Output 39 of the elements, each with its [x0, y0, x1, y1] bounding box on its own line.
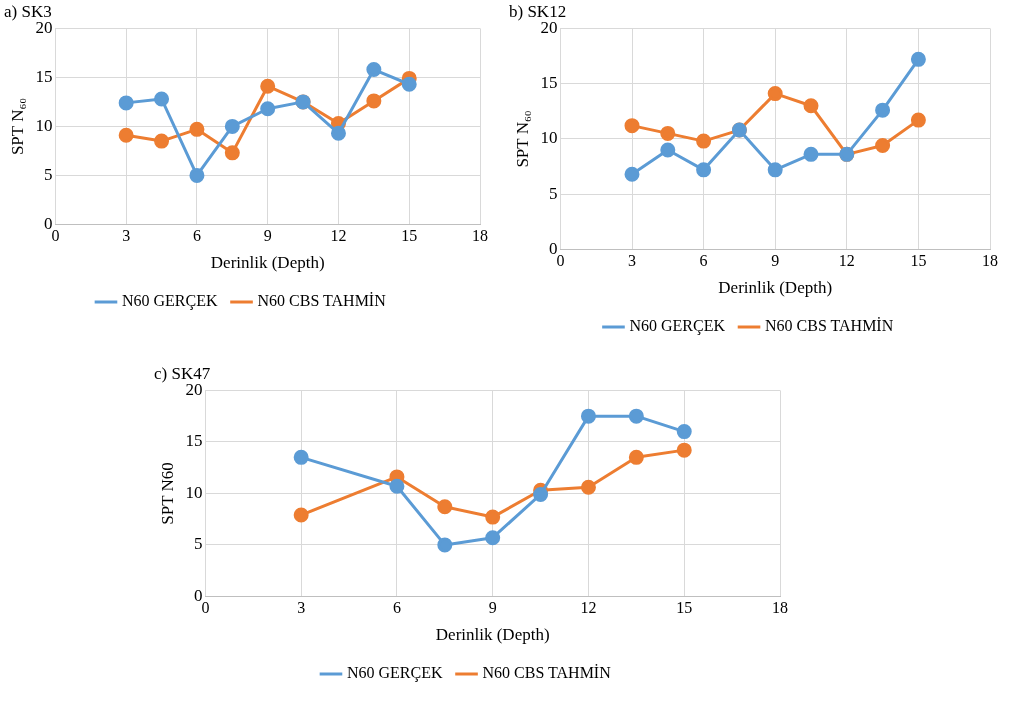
x-tick-label: 6 [699, 252, 708, 270]
x-tick-label: 18 [472, 227, 488, 245]
y-axis-title: SPT N₆₀ [7, 97, 27, 156]
y-tick-label: 10 [185, 482, 203, 502]
y-tick-label: 5 [548, 183, 558, 203]
x-tick-label: 9 [771, 252, 780, 270]
x-tick-label: 6 [192, 227, 201, 245]
legend-label: N60 GERÇEK [629, 317, 726, 336]
x-tick-label: 3 [122, 227, 131, 245]
y-tick-label: 15 [35, 66, 53, 86]
legend-label: N60 CBS TAHMİN [765, 317, 894, 335]
y-tick-label: 10 [540, 128, 558, 148]
y-axis-title: SPT N60 [157, 462, 177, 525]
x-axis-title: Derinlik (Depth) [718, 278, 833, 298]
y-tick-label: 5 [193, 534, 203, 554]
x-tick-label: 18 [772, 599, 788, 617]
x-tick-label: 9 [263, 227, 272, 245]
y-tick-label: 5 [43, 164, 53, 184]
x-tick-label: 6 [392, 599, 401, 617]
x-tick-label: 9 [488, 599, 497, 617]
x-tick-label: 12 [838, 252, 855, 270]
legend-label: N60 CBS TAHMİN [257, 292, 387, 310]
legend-label: N60 CBS TAHMİN [482, 664, 612, 682]
x-tick-label: 18 [982, 252, 998, 270]
x-tick-label: 15 [401, 227, 418, 245]
x-tick-label: 15 [676, 599, 693, 617]
y-tick-label: 10 [35, 115, 53, 135]
legend-label: N60 GERÇEK [121, 292, 218, 311]
x-tick-label: 3 [297, 599, 306, 617]
y-axis-title: SPT N₆₀ [512, 110, 532, 168]
y-tick-label: 15 [185, 431, 203, 451]
x-tick-label: 3 [628, 252, 636, 270]
x-tick-label: 12 [580, 599, 597, 617]
x-axis-title: Derinlik (Depth) [210, 253, 325, 273]
y-tick-label: 15 [540, 73, 558, 93]
x-tick-label: 12 [330, 227, 347, 245]
legend-label: N60 GERÇEK [346, 664, 443, 683]
x-axis-title: Derinlik (Depth) [435, 625, 550, 645]
x-tick-label: 15 [910, 252, 927, 270]
